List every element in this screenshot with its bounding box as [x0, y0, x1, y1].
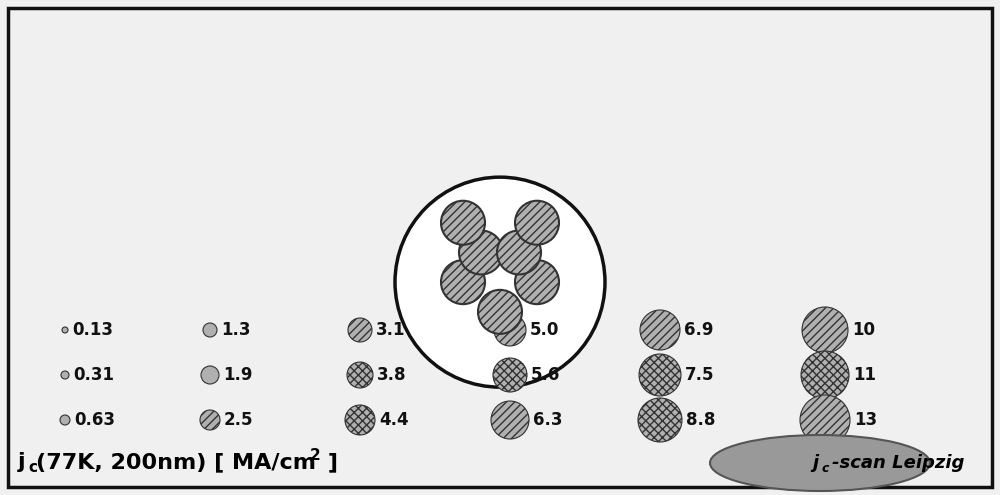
Ellipse shape	[62, 327, 68, 333]
Ellipse shape	[493, 358, 527, 392]
FancyBboxPatch shape	[8, 8, 992, 487]
Text: 0.63: 0.63	[74, 411, 115, 429]
Ellipse shape	[638, 398, 682, 442]
Text: j: j	[18, 452, 26, 472]
Text: c: c	[821, 461, 829, 475]
Ellipse shape	[497, 231, 541, 274]
Text: 7.5: 7.5	[685, 366, 714, 384]
Ellipse shape	[203, 323, 217, 337]
Ellipse shape	[640, 310, 680, 350]
Text: ]: ]	[320, 452, 338, 472]
Text: 6.3: 6.3	[533, 411, 562, 429]
Ellipse shape	[345, 405, 375, 435]
Ellipse shape	[802, 307, 848, 353]
Ellipse shape	[801, 351, 849, 399]
Text: 4.4: 4.4	[379, 411, 409, 429]
Ellipse shape	[515, 201, 559, 245]
Text: 3.8: 3.8	[377, 366, 406, 384]
Ellipse shape	[491, 401, 529, 439]
Text: c: c	[28, 459, 37, 475]
Ellipse shape	[494, 314, 526, 346]
Text: 5.0: 5.0	[530, 321, 559, 339]
Text: 10: 10	[852, 321, 875, 339]
Ellipse shape	[60, 415, 70, 425]
Text: 1.9: 1.9	[223, 366, 252, 384]
Ellipse shape	[710, 435, 930, 491]
Ellipse shape	[200, 410, 220, 430]
Ellipse shape	[441, 201, 485, 245]
Text: 8.8: 8.8	[686, 411, 715, 429]
Ellipse shape	[639, 354, 681, 396]
Text: -scan Leipzig: -scan Leipzig	[832, 454, 964, 472]
Text: 0.31: 0.31	[73, 366, 114, 384]
Ellipse shape	[515, 260, 559, 304]
Text: j: j	[812, 454, 818, 472]
Ellipse shape	[201, 366, 219, 384]
Text: 13: 13	[854, 411, 877, 429]
Text: 3.1: 3.1	[376, 321, 406, 339]
Ellipse shape	[347, 362, 373, 388]
Text: 0.13: 0.13	[72, 321, 113, 339]
Text: 2: 2	[310, 447, 321, 462]
Ellipse shape	[459, 231, 503, 274]
Text: 2.5: 2.5	[224, 411, 254, 429]
Ellipse shape	[395, 177, 605, 387]
Ellipse shape	[441, 260, 485, 304]
Ellipse shape	[61, 371, 69, 379]
Ellipse shape	[348, 318, 372, 342]
Ellipse shape	[478, 290, 522, 334]
Text: 1.3: 1.3	[221, 321, 250, 339]
Text: 11: 11	[853, 366, 876, 384]
Ellipse shape	[800, 395, 850, 445]
Text: 5.6: 5.6	[531, 366, 560, 384]
Text: (77K, 200nm) [ MA/cm: (77K, 200nm) [ MA/cm	[36, 452, 316, 472]
Text: 6.9: 6.9	[684, 321, 714, 339]
